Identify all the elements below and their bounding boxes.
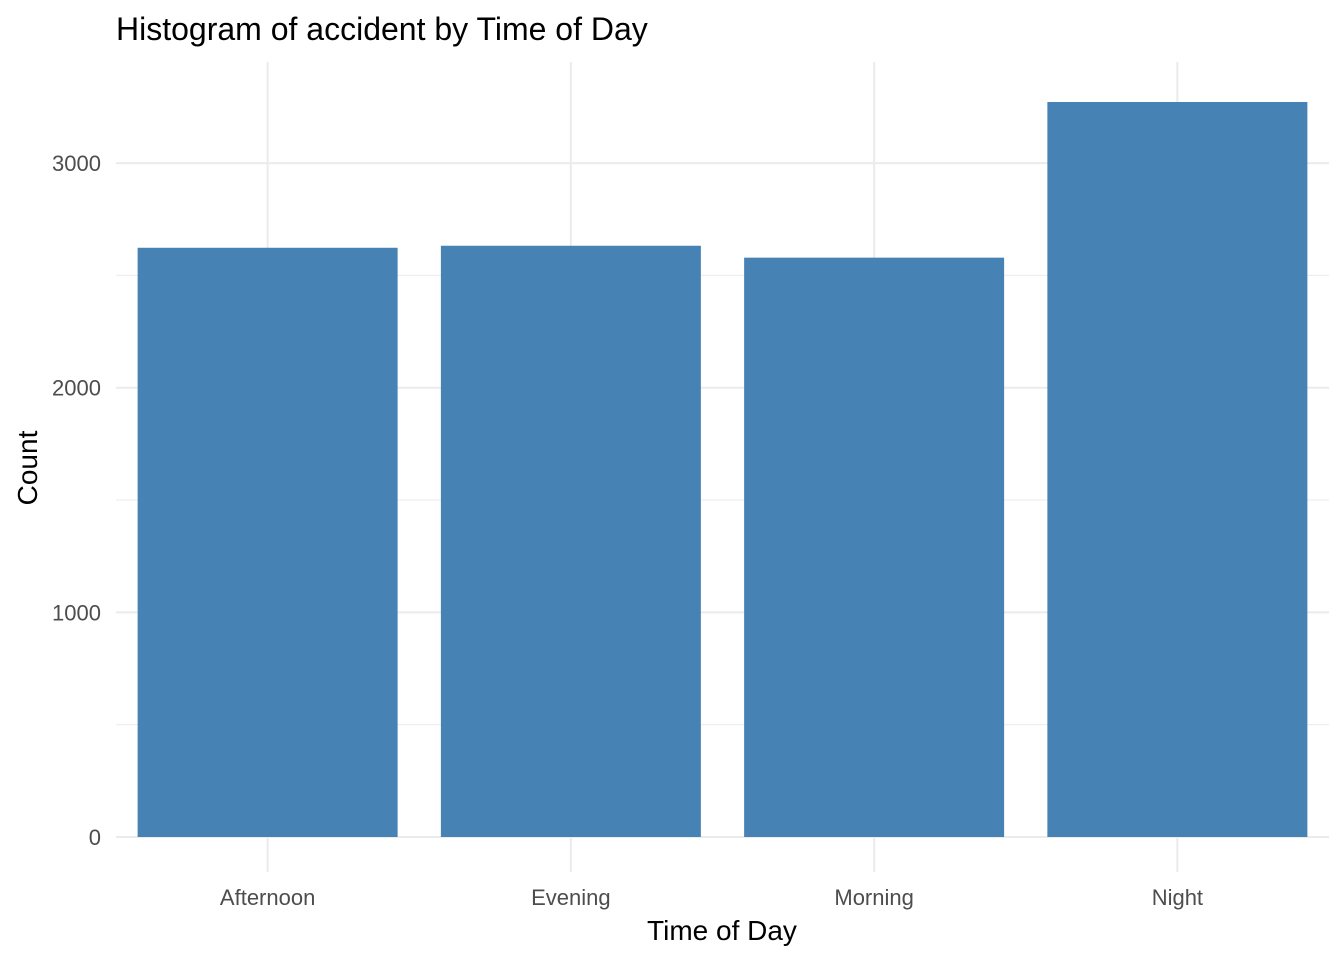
bars (137, 101, 1308, 838)
x-tick-label: Afternoon (220, 885, 315, 910)
bar-evening (440, 245, 701, 838)
y-tick-label: 3000 (52, 151, 101, 176)
y-axis-ticks: 0 1000 2000 3000 (52, 151, 101, 850)
y-tick-label: 0 (89, 825, 101, 850)
y-tick-label: 2000 (52, 376, 101, 401)
x-axis-title: Time of Day (647, 915, 797, 946)
y-axis-title: Count (12, 430, 43, 505)
x-tick-label: Morning (834, 885, 913, 910)
bar-night (1047, 101, 1308, 838)
bar-afternoon (137, 247, 398, 837)
x-axis-ticks: Afternoon Evening Morning Night (220, 885, 1203, 910)
bar-morning (744, 257, 1005, 837)
x-tick-label: Night (1152, 885, 1203, 910)
chart-title: Histogram of accident by Time of Day (116, 11, 648, 47)
y-tick-label: 1000 (52, 600, 101, 625)
x-tick-label: Evening (531, 885, 611, 910)
